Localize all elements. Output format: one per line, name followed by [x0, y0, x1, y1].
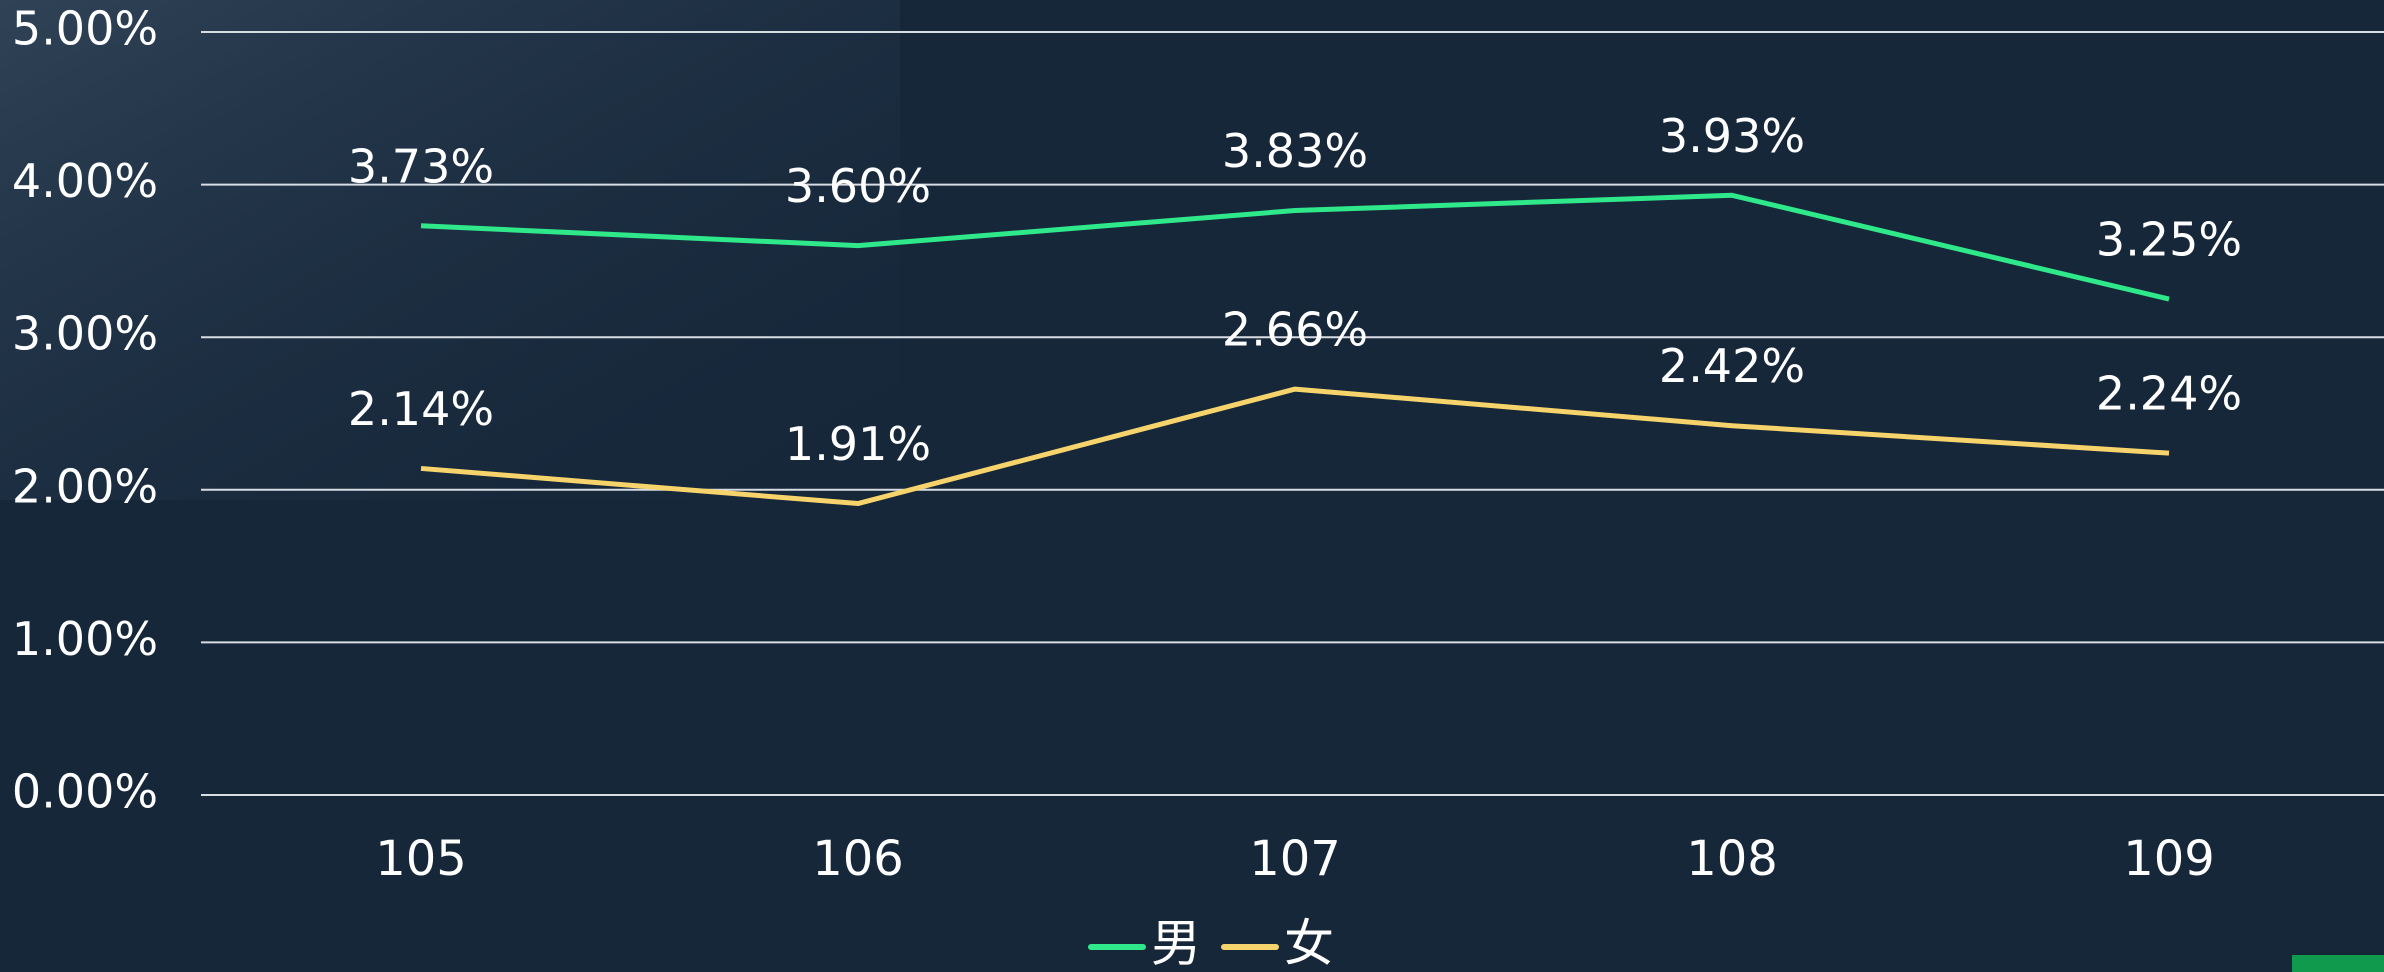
- data-label: 1.91%: [785, 417, 931, 471]
- data-label: 2.24%: [2096, 367, 2242, 421]
- legend-label: 男: [1151, 915, 1201, 972]
- y-tick-label: 1.00%: [12, 612, 158, 666]
- x-tick-label: 108: [1686, 831, 1778, 887]
- x-tick-label: 106: [812, 831, 904, 887]
- series-line: [420, 386, 2170, 507]
- y-tick-label: 4.00%: [12, 154, 158, 208]
- y-tick-label: 5.00%: [12, 2, 158, 56]
- background-glow: [0, 0, 900, 500]
- data-label: 2.42%: [1659, 339, 1805, 393]
- data-label: 3.83%: [1222, 124, 1368, 178]
- data-label: 3.93%: [1659, 109, 1805, 163]
- data-label: 2.14%: [348, 382, 494, 436]
- y-tick-label: 3.00%: [12, 307, 158, 361]
- legend-label: 女: [1284, 915, 1334, 972]
- series-line: [420, 192, 2170, 302]
- x-tick-label: 107: [1249, 831, 1341, 887]
- x-tick-label: 109: [2123, 831, 2215, 887]
- data-label: 3.60%: [785, 159, 931, 213]
- corner-badge: [2292, 955, 2384, 972]
- y-tick-label: 0.00%: [12, 765, 158, 819]
- y-tick-label: 2.00%: [12, 459, 158, 513]
- data-label: 3.73%: [348, 139, 494, 193]
- data-label: 2.66%: [1222, 303, 1368, 357]
- data-label: 3.25%: [2096, 213, 2242, 267]
- x-tick-label: 105: [375, 831, 467, 887]
